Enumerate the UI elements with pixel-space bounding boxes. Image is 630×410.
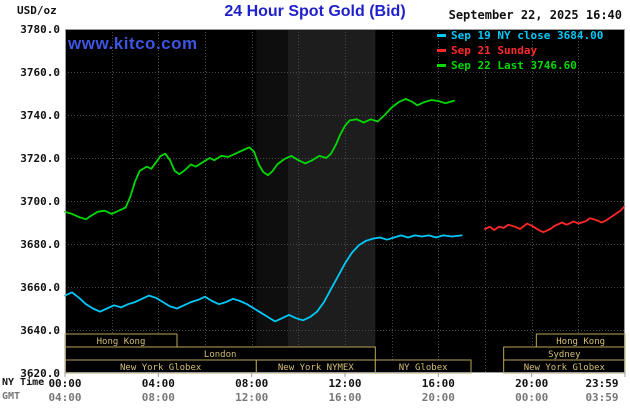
x-axis-ny-tick-label: 08:00 [235, 377, 268, 390]
legend-item-sep19: Sep 19 NY close 3684.00 [437, 28, 603, 43]
session-box-label: Sydney [548, 350, 581, 360]
x-axis-gmt-tick-label: 08:00 [142, 391, 175, 404]
session-box-label: New York Globex [524, 363, 606, 373]
y-axis-tick-label: 3620.0 [20, 367, 60, 380]
legend-item-sep22: Sep 22 Last 3746.60 [437, 58, 603, 73]
price-line-sep22 [64, 98, 455, 221]
gmt-axis-label: GMT [2, 391, 21, 402]
plot-frame [65, 29, 625, 373]
y-axis-tick-label: 3640.0 [20, 324, 60, 337]
price-line-sep19 [64, 234, 463, 323]
x-axis-gmt-tick-label: 20:00 [422, 391, 455, 404]
x-axis-ny-tick-label: 16:00 [422, 377, 455, 390]
session-box-label: London [204, 350, 237, 360]
x-axis-ny-tick-label: 23:59 [585, 377, 618, 390]
legend-dash-icon [437, 64, 446, 67]
session-box-label: Hong Kong [556, 337, 605, 347]
chart-legend: Sep 19 NY close 3684.00 Sep 21 Sunday Sep … [437, 28, 603, 73]
session-box-label: New York Globex [120, 363, 202, 373]
grid-lines [65, 29, 625, 373]
x-axis-gmt-tick-label: 03:59 [585, 391, 618, 404]
x-axis-gmt-tick-label: 04:00 [48, 391, 81, 404]
y-axis-tick-label: 3660.0 [20, 281, 60, 294]
y-axis-tick-label: 3720.0 [20, 152, 60, 165]
session-box-label: Hong Kong [97, 337, 146, 347]
chart-datetime: September 22, 2025 16:40 [448, 8, 622, 22]
ny-time-axis-label: NY Time [2, 377, 45, 388]
x-axis-gmt-tick-label: 12:00 [235, 391, 268, 404]
x-axis-gmt-tick-label: 00:00 [515, 391, 548, 404]
session-box-label: NY Globex [399, 363, 448, 373]
y-axis-tick-label: 3760.0 [20, 66, 60, 79]
y-axis-tick-label: 3780.0 [20, 23, 60, 36]
x-axis-ny-tick-label: 12:00 [328, 377, 361, 390]
legend-item-label: Sep 21 Sunday [451, 44, 538, 57]
session-box-label: New York NYMEX [278, 363, 354, 373]
x-axis-ny-tick-label: 20:00 [515, 377, 548, 390]
legend-dash-icon [437, 34, 446, 37]
kitco-watermark-link[interactable]: www.kitco.com [68, 34, 198, 53]
x-axis-ny-tick-label: 00:00 [48, 377, 81, 390]
price-line-sep21 [484, 205, 626, 234]
y-axis-tick-label: 3700.0 [20, 195, 60, 208]
legend-item-label: Sep 19 NY close 3684.00 [451, 29, 604, 42]
price-unit-label: USD/oz [17, 4, 57, 17]
chart-title: 24 Hour Spot Gold (Bid) [224, 3, 406, 20]
legend-item-sep21: Sep 21 Sunday [437, 43, 603, 58]
x-axis-ny-tick-label: 04:00 [142, 377, 175, 390]
x-axis-gmt-tick-label: 16:00 [328, 391, 361, 404]
y-axis-tick-label: 3680.0 [20, 238, 60, 251]
y-axis-tick-label: 3740.0 [20, 109, 60, 122]
legend-dash-icon [437, 49, 446, 52]
legend-item-label: Sep 22 Last 3746.60 [451, 59, 577, 72]
